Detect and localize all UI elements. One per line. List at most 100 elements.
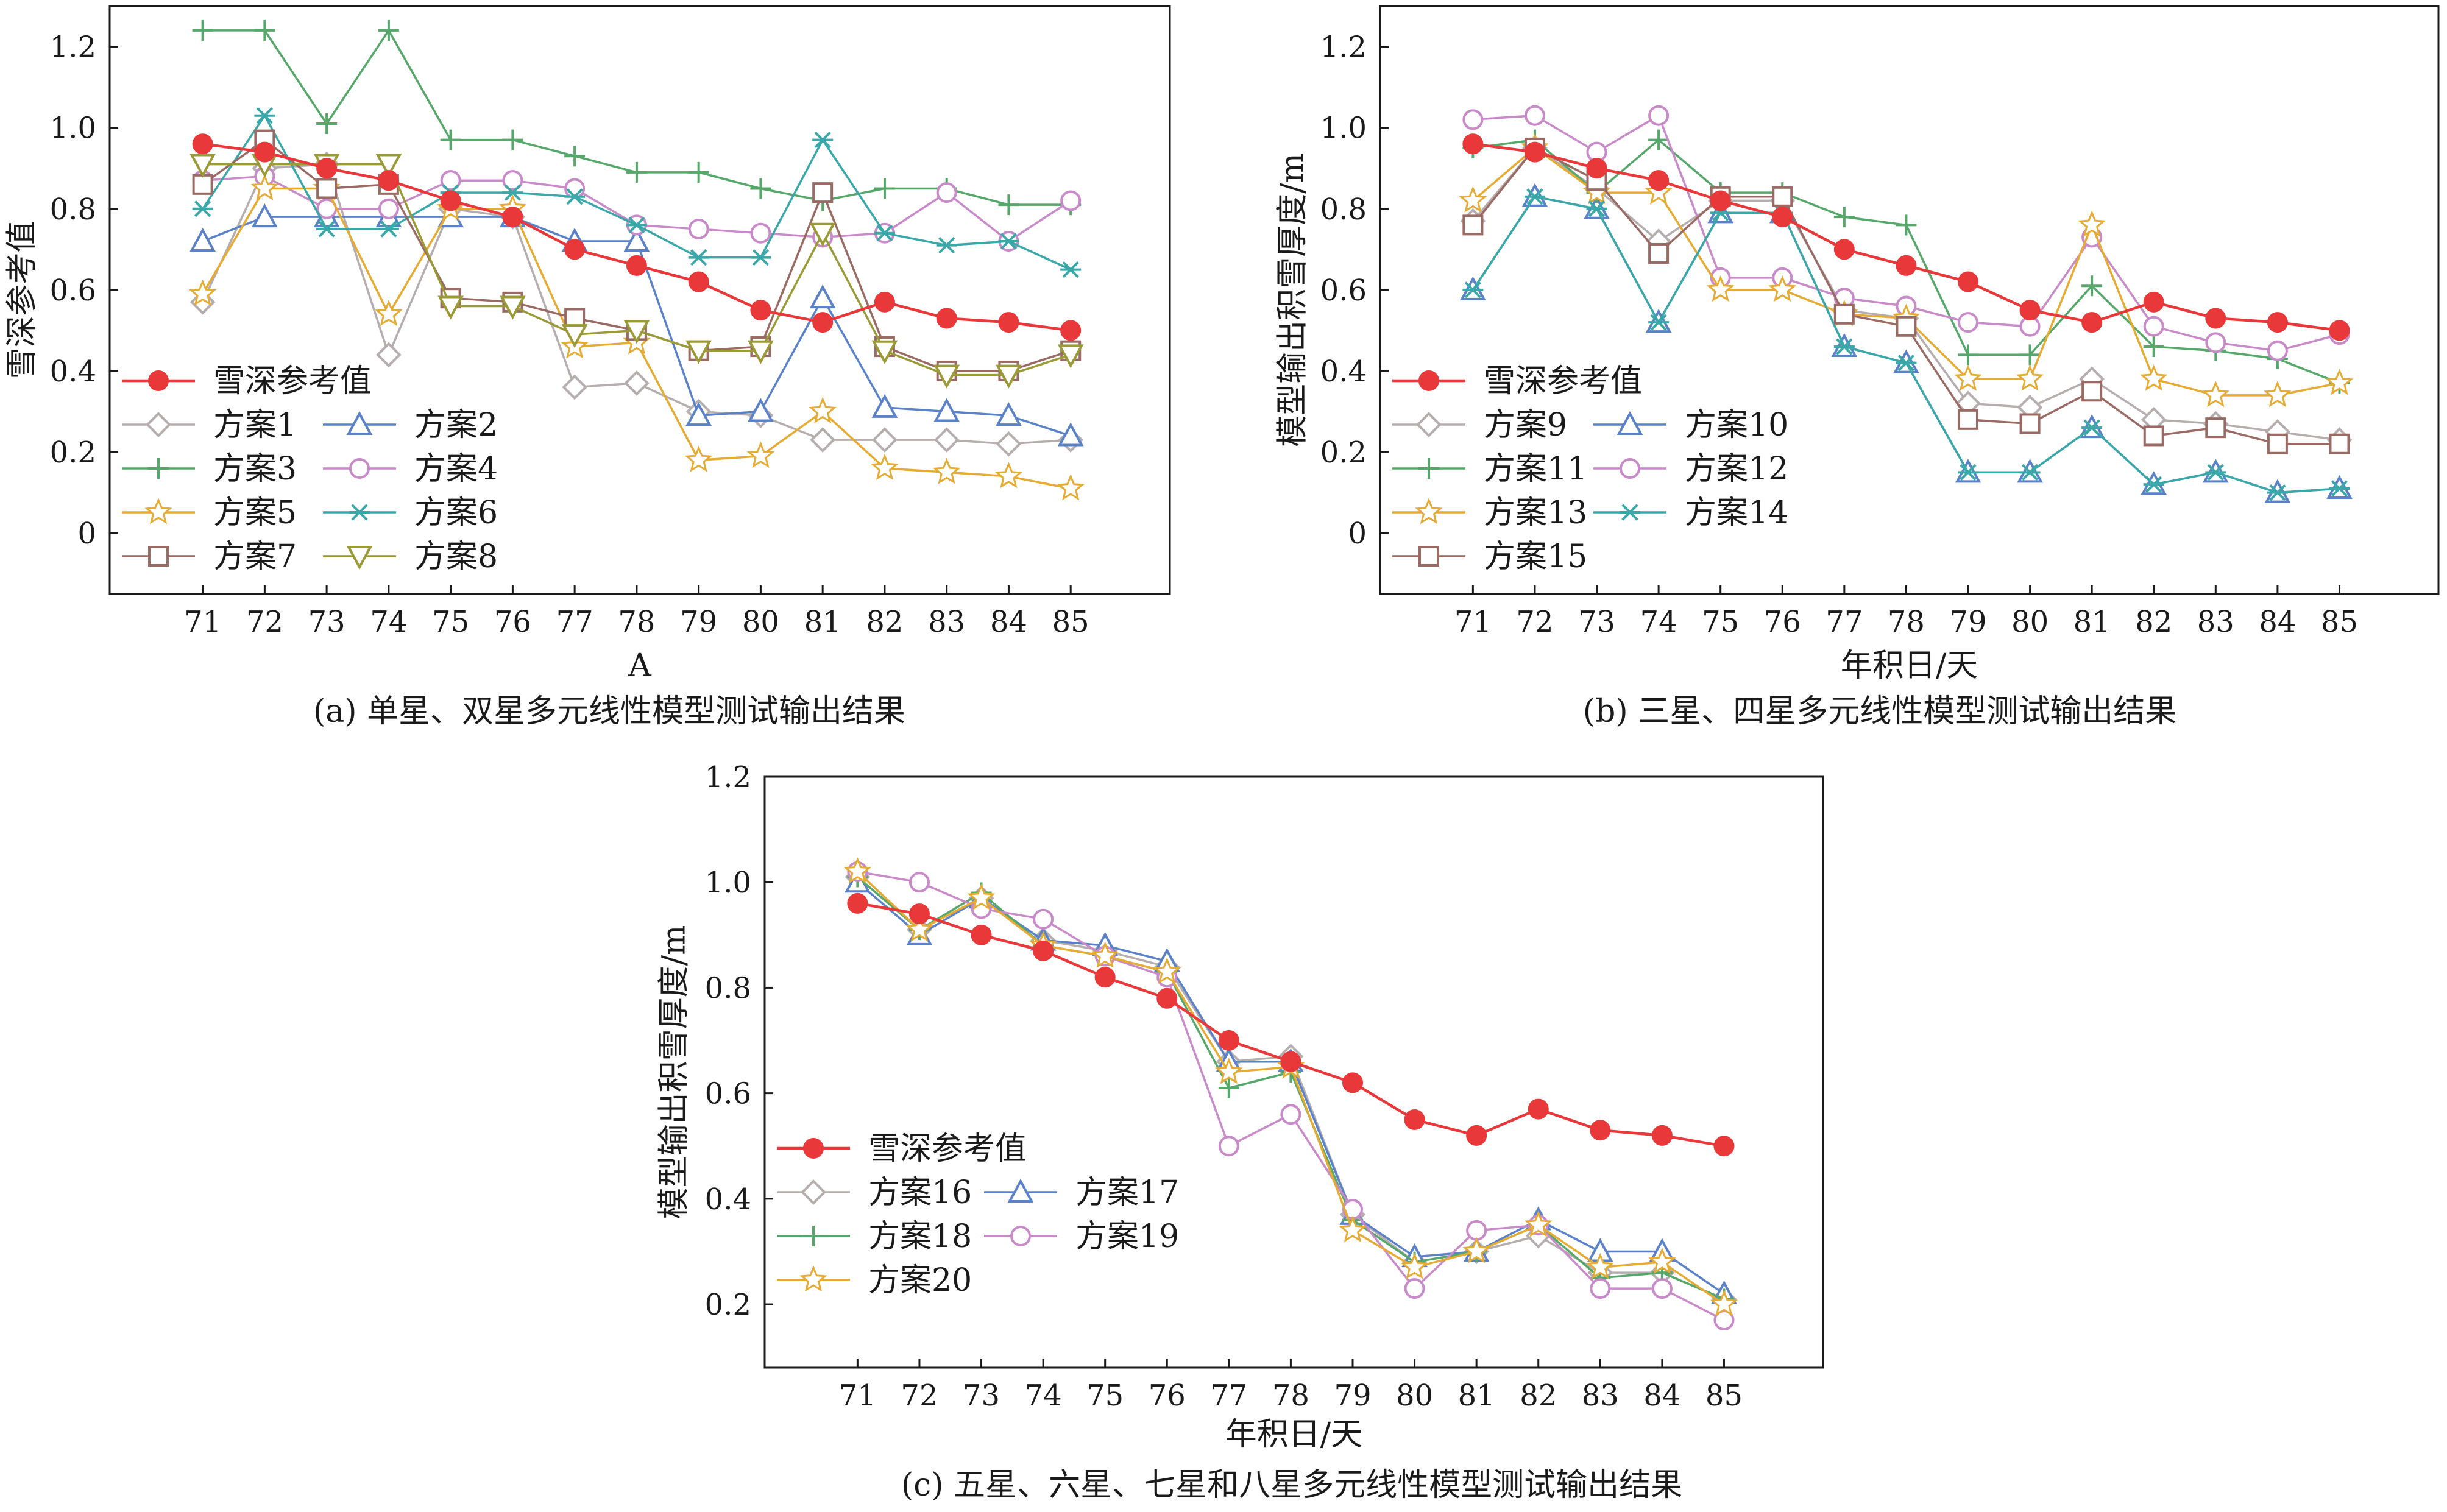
data-point — [1524, 105, 1545, 126]
x-tick-label: 79 — [1949, 605, 1986, 639]
legend-label: 方案6 — [414, 495, 498, 531]
legend-marker — [349, 458, 370, 479]
data-point — [994, 462, 1023, 489]
data-point — [1057, 344, 1084, 369]
data-point — [1528, 1098, 1549, 1120]
legend-marker — [148, 546, 169, 567]
x-tick-label: 75 — [1086, 1379, 1124, 1413]
data-point — [1648, 1247, 1676, 1274]
data-point — [192, 174, 213, 195]
data-point — [1833, 303, 1855, 325]
y-tick-label: 1.2 — [1320, 30, 1367, 65]
data-point — [1215, 1058, 1243, 1084]
y-tick-label: 0.6 — [1320, 274, 1367, 308]
data-point — [1896, 355, 1917, 372]
x-tick-label: 73 — [963, 1379, 1000, 1413]
data-point — [500, 295, 526, 320]
data-point — [437, 295, 464, 320]
data-point — [2081, 275, 2103, 297]
legend-marker — [799, 1265, 827, 1292]
y-tick-label: 0 — [77, 517, 96, 551]
data-point — [1833, 207, 1855, 228]
data-point — [996, 364, 1022, 389]
data-point — [1772, 186, 1793, 207]
data-point — [2267, 433, 2288, 454]
data-point — [750, 249, 771, 266]
legend-marker — [1418, 546, 1439, 567]
data-point — [748, 340, 774, 364]
data-point — [2329, 480, 2350, 497]
y-tick-label: 1.0 — [1320, 111, 1367, 146]
legend-label: 雪深参考值 — [868, 1131, 1027, 1167]
legend-label: 方案14 — [1685, 495, 1788, 531]
data-point — [936, 308, 957, 329]
data-point — [1896, 316, 1917, 337]
data-point — [2205, 308, 2226, 329]
data-point — [684, 445, 713, 472]
legend-label: 方案11 — [1484, 451, 1587, 487]
data-point — [502, 170, 523, 191]
legend-label: 方案2 — [414, 407, 498, 443]
data-point — [316, 178, 338, 199]
data-point — [316, 221, 338, 238]
x-axis-label: 年积日/天 — [1225, 1416, 1363, 1453]
x-tick-label: 83 — [2197, 605, 2234, 639]
x-tick-label: 79 — [1334, 1379, 1371, 1413]
data-point — [1648, 242, 1670, 264]
data-point — [1590, 1120, 1611, 1141]
x-tick-label: 77 — [1210, 1379, 1247, 1413]
data-point — [843, 857, 872, 884]
data-point — [1280, 1104, 1301, 1125]
data-point — [2081, 419, 2103, 436]
data-point — [1896, 214, 1917, 236]
data-point — [1466, 1125, 1487, 1146]
data-point — [874, 225, 895, 242]
data-point — [908, 903, 930, 925]
data-point — [1590, 1278, 1611, 1299]
y-tick-label: 0.2 — [705, 1288, 751, 1322]
data-point — [688, 249, 709, 266]
data-point — [1706, 275, 1735, 302]
chart-panel-c: 0.2 0.4 0.6 0.8 1.0 1.2 71 72 73 74 75 76 77 78 79 80 81… — [656, 760, 1824, 1503]
data-point — [908, 872, 930, 893]
plot-frame — [108, 5, 1171, 595]
data-point — [1091, 941, 1119, 968]
legend-label: 方案10 — [1685, 407, 1788, 443]
data-point — [1404, 1278, 1425, 1299]
data-point — [502, 207, 523, 228]
legend-marker — [1418, 370, 1439, 391]
legend-label: 方案17 — [1075, 1175, 1179, 1211]
legend-label: 方案1 — [213, 407, 297, 443]
data-point — [1466, 1220, 1487, 1241]
data-point — [1033, 908, 1054, 930]
data-point — [1339, 1215, 1367, 1243]
data-point — [564, 188, 586, 205]
data-point — [809, 284, 836, 309]
y-tick-label: 1.2 — [705, 760, 751, 794]
data-point — [685, 340, 712, 364]
data-point — [1648, 105, 1670, 126]
data-point — [746, 441, 775, 468]
data-point — [1218, 1077, 1239, 1098]
data-point — [1713, 1310, 1735, 1331]
x-tick-label: 84 — [1643, 1379, 1680, 1413]
data-point — [1462, 133, 1484, 155]
x-tick-label: 71 — [839, 1379, 876, 1413]
y-axis-label: 模型输出积雪厚度/m — [1275, 153, 1311, 447]
data-point — [871, 340, 898, 364]
data-point — [1586, 1252, 1615, 1279]
data-point — [2019, 344, 2041, 366]
y-tick-label: 1.2 — [50, 30, 96, 65]
chart-caption: (a) 单星、双星多元线性模型测试输出结果 — [313, 693, 905, 730]
data-point — [1060, 320, 1082, 341]
x-tick-label: 83 — [928, 605, 965, 639]
legend-marker — [148, 458, 169, 479]
data-point — [440, 170, 461, 191]
x-tick-label: 75 — [1702, 605, 1739, 639]
data-point — [1833, 338, 1855, 355]
x-tick-label: 77 — [1826, 605, 1863, 639]
data-point — [2081, 381, 2103, 402]
x-tick-label: 72 — [1516, 605, 1553, 639]
data-point — [1958, 271, 1978, 292]
data-point — [375, 154, 402, 178]
